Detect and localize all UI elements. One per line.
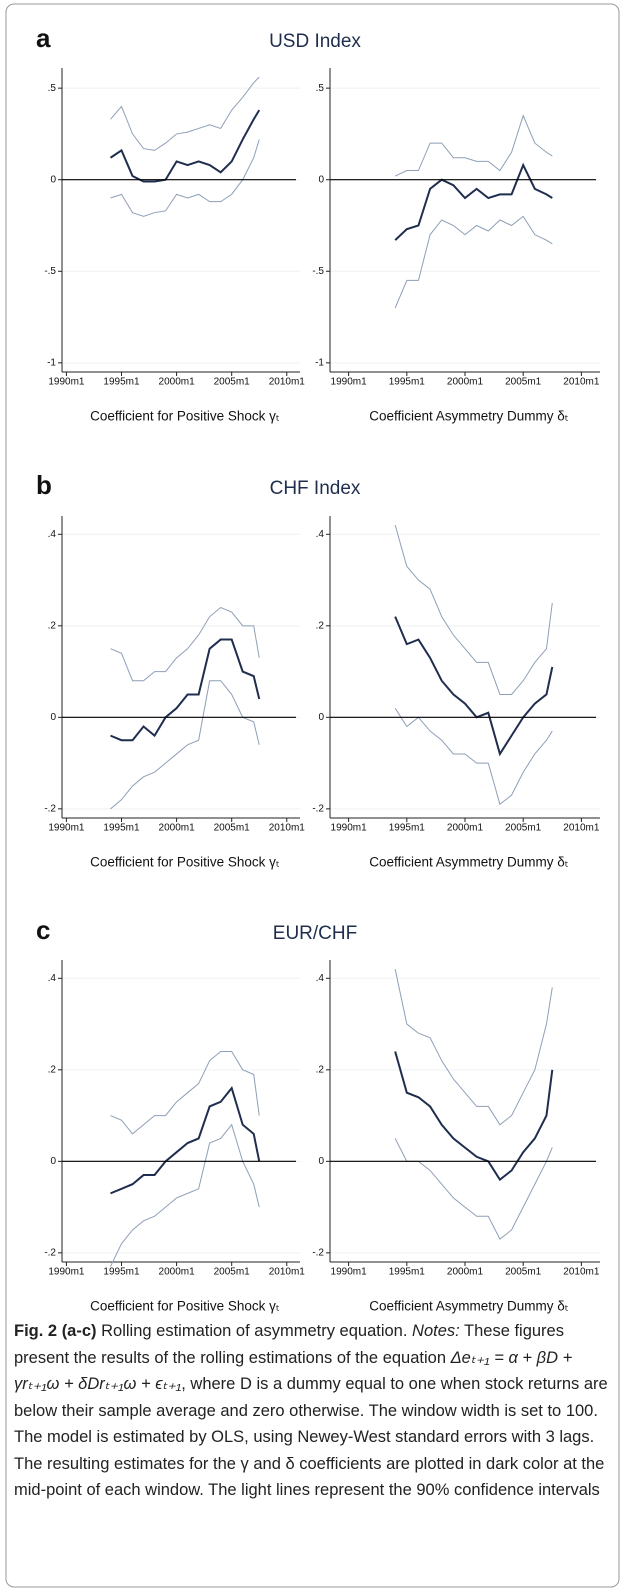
series-line: [394, 525, 553, 695]
series-line: [394, 215, 553, 309]
x-tick-label: 2000m1: [447, 1267, 484, 1278]
y-tick-label: .4: [316, 973, 325, 984]
series-line: [110, 1123, 260, 1267]
y-tick-label: -.2: [312, 1247, 324, 1258]
series-line: [394, 1051, 554, 1182]
x-tick-label: 1995m1: [103, 823, 140, 834]
x-axis-title: Coefficient Asymmetry Dummy δₜ: [369, 855, 569, 870]
panel-letter: c: [36, 915, 50, 945]
series-line: [110, 606, 260, 682]
y-tick-label: 0: [50, 1156, 56, 1167]
x-axis-title: Coefficient for Positive Shock γₜ: [90, 409, 280, 424]
y-tick-label: -.2: [44, 803, 56, 814]
x-tick-label: 2010m1: [563, 1267, 600, 1278]
caption-panels: (a-c): [61, 1322, 97, 1340]
series-line: [110, 1086, 261, 1195]
series-line: [110, 76, 260, 151]
figure-border: [5, 3, 620, 1588]
x-tick-label: 1995m1: [103, 377, 140, 388]
y-tick-label: -.5: [44, 266, 56, 277]
x-tick-label: 2000m1: [159, 823, 196, 834]
x-tick-label: 2000m1: [159, 1267, 196, 1278]
x-tick-label: 2010m1: [269, 377, 306, 388]
x-axis-title: Coefficient for Positive Shock γₜ: [90, 1299, 280, 1314]
y-tick-label: 0: [318, 174, 324, 185]
x-tick-label: 2005m1: [214, 377, 251, 388]
x-tick-label: 1990m1: [331, 377, 368, 388]
panel-letter: b: [36, 470, 52, 500]
caption-title: Rolling estimation of asymmetry equation…: [101, 1322, 408, 1340]
y-tick-label: -.2: [44, 1247, 56, 1258]
x-tick-label: 2005m1: [505, 1267, 542, 1278]
series-line: [110, 1051, 260, 1135]
x-tick-label: 1990m1: [48, 377, 85, 388]
series-line: [110, 139, 260, 217]
panel-title: USD Index: [269, 31, 361, 52]
caption-equation: Δeₜ₊₁ = α + βD + γrₜ₊₁ω + δDrₜ₊₁ω + ϵₜ₊₁: [14, 1348, 573, 1394]
y-tick-label: -.2: [312, 803, 324, 814]
x-tick-label: 2005m1: [505, 377, 542, 388]
x-axis-title: Coefficient for Positive Shock γₜ: [90, 855, 280, 870]
y-tick-label: .2: [316, 1064, 325, 1075]
x-tick-label: 2005m1: [214, 823, 251, 834]
y-tick-label: 0: [50, 174, 56, 185]
x-tick-label: 1990m1: [48, 823, 85, 834]
y-tick-label: .5: [316, 83, 325, 94]
x-tick-label: 1995m1: [389, 823, 426, 834]
x-tick-label: 2010m1: [269, 1267, 306, 1278]
series-line: [110, 680, 260, 810]
series-line: [110, 638, 261, 742]
panel-title: CHF Index: [270, 478, 361, 499]
caption: Fig. 2 (a-c) Rolling estimation of asymm…: [14, 1318, 614, 1504]
y-tick-label: 0: [318, 1156, 324, 1167]
panel-letter: a: [36, 23, 51, 53]
series-line: [394, 114, 553, 177]
series-line: [394, 707, 553, 806]
x-tick-label: 1995m1: [389, 1267, 426, 1278]
y-tick-label: -.5: [312, 266, 324, 277]
y-tick-label: .4: [316, 529, 325, 540]
y-tick-label: .4: [48, 973, 57, 984]
caption-text: , where D is a dummy equal to one when s…: [14, 1375, 608, 1499]
series-line: [394, 1138, 553, 1240]
x-tick-label: 2005m1: [214, 1267, 251, 1278]
y-tick-label: 0: [50, 712, 56, 723]
series-line: [394, 616, 554, 757]
panel-title: EUR/CHF: [273, 923, 357, 944]
x-tick-label: 1990m1: [331, 823, 368, 834]
caption-text: These figures present the results of the…: [14, 1322, 564, 1367]
x-tick-label: 2010m1: [563, 377, 600, 388]
y-tick-label: .2: [48, 1064, 57, 1075]
x-axis-title: Coefficient Asymmetry Dummy δₜ: [369, 409, 569, 424]
caption-notes-label: Notes:: [412, 1322, 460, 1340]
x-tick-label: 2000m1: [447, 377, 484, 388]
y-tick-label: 0: [318, 712, 324, 723]
x-tick-label: 1995m1: [103, 1267, 140, 1278]
x-tick-label: 2010m1: [563, 823, 600, 834]
x-tick-label: 2000m1: [159, 377, 196, 388]
y-tick-label: .5: [48, 83, 57, 94]
x-tick-label: 2010m1: [269, 823, 306, 834]
y-tick-label: .4: [48, 529, 57, 540]
series-line: [394, 969, 553, 1126]
x-tick-label: 1990m1: [48, 1267, 85, 1278]
x-tick-label: 2000m1: [447, 823, 484, 834]
series-line: [394, 162, 553, 241]
y-tick-label: -1: [47, 357, 56, 368]
y-tick-label: -1: [315, 357, 324, 368]
x-tick-label: 2005m1: [505, 823, 542, 834]
x-axis-title: Coefficient Asymmetry Dummy δₜ: [369, 1299, 569, 1314]
y-tick-label: .2: [48, 620, 57, 631]
series-line: [109, 109, 261, 183]
caption-label: Fig. 2: [14, 1322, 58, 1340]
x-tick-label: 1990m1: [331, 1267, 368, 1278]
x-tick-label: 1995m1: [389, 377, 426, 388]
y-tick-label: .2: [316, 620, 325, 631]
